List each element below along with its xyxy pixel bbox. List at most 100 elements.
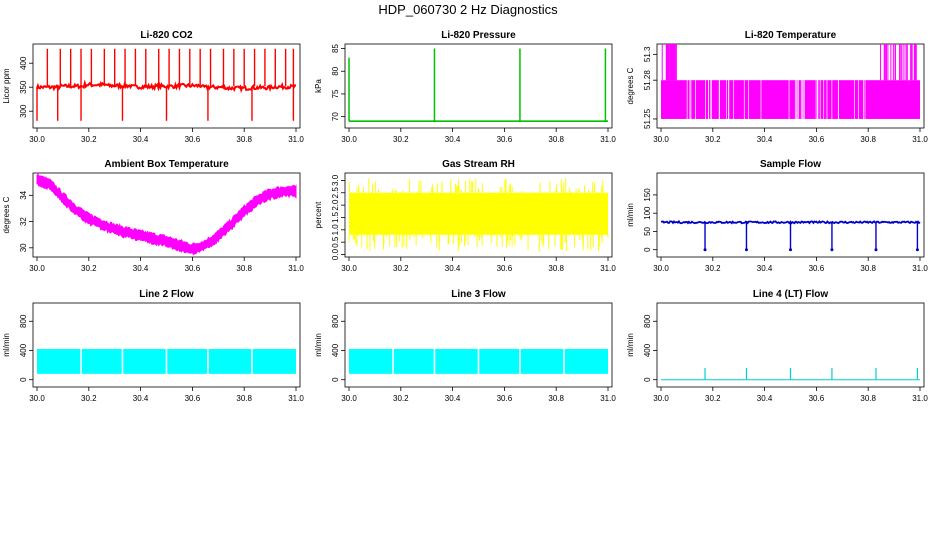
x-tick-label: 30.4 [133,264,149,273]
x-tick-label: 30.8 [548,264,564,273]
x-tick-label: 30.0 [341,264,357,273]
ambient-temp-band [36,172,297,256]
x-tick-label: 30.8 [236,135,252,144]
chart-panel: Line 2 Flow 30.0 30.2 30.4 30.6 30.8 31.0 0 400 8… [2,289,304,403]
y-tick-label: 85 [331,44,340,53]
y-axis-label: kPa [314,79,323,93]
plot-frame [32,302,301,388]
chart-panel: Sample Flow 30.0 30.2 30.4 30.6 30.8 31.0 0 50 10… [626,159,928,273]
x-tick-label: 31.0 [288,264,304,273]
x-tick-label: 30.0 [29,135,45,144]
rh-band [349,192,608,235]
x-tick-label: 30.2 [393,394,409,403]
x-tick-label: 30.0 [653,394,669,403]
y-tick-label: 0 [19,377,28,382]
y-tick-label: 30 [19,243,28,252]
chart-panel: Line 4 (LT) Flow 30.0 30.2 30.4 30.6 30.8 31.0… [626,289,928,403]
x-tick-label: 30.8 [860,135,876,144]
plot-frame [32,172,301,258]
y-tick-label: 400 [19,343,28,357]
page-title: HDP_060730 2 Hz Diagnostics [378,2,558,17]
x-tick-label: 30.8 [860,394,876,403]
y-tick-label: 0 [643,377,652,382]
plot-frame [656,302,925,388]
y-tick-label: 100 [643,206,652,220]
y-tick-label: 34 [19,190,28,199]
y-axis-label: ml/min [2,333,11,357]
y-tick-label: 51.25 [643,108,652,129]
sample-flow-dip-point [830,248,834,252]
x-tick-label: 30.6 [497,135,513,144]
sample-flow-line [660,219,921,225]
x-tick-label: 30.6 [809,394,825,403]
y-tick-label: 2.0 [331,199,340,211]
y-tick-label: 1.0 [331,224,340,236]
y-tick-label: 400 [19,56,28,70]
x-tick-label: 30.0 [341,135,357,144]
chart-panel: Line 3 Flow 30.0 30.2 30.4 30.6 30.8 31.0 0 400 8… [314,289,616,403]
x-tick-label: 30.8 [236,264,252,273]
plot-frame [344,302,613,388]
y-tick-label: 51.3 [643,46,652,62]
x-tick-label: 30.6 [185,264,201,273]
plot-frame [32,43,301,129]
x-tick-label: 31.0 [912,135,928,144]
y-tick-label: 0.5 [331,236,340,248]
chart-panel: Li-820 Temperature 30.0 30.2 30.4 30.6 30.8 31… [626,30,928,144]
y-tick-label: 32 [19,217,28,226]
x-tick-label: 30.6 [497,264,513,273]
y-tick-label: 1.5 [331,211,340,223]
sample-flow-dip-point [703,248,707,252]
chart-title: Line 4 (LT) Flow [753,289,829,300]
x-tick-label: 30.4 [445,135,461,144]
chart-title: Li-820 Pressure [441,30,516,41]
x-tick-label: 30.2 [81,394,97,403]
x-tick-label: 31.0 [288,394,304,403]
y-tick-label: 400 [643,343,652,357]
x-tick-label: 30.4 [445,394,461,403]
sample-flow-dip-point [744,248,748,252]
y-tick-label: 0.0 [331,248,340,260]
x-tick-label: 31.0 [912,264,928,273]
y-tick-label: 0 [331,377,340,382]
plot-frame [656,172,925,258]
plot-frame [344,43,613,129]
y-tick-label: 80 [331,66,340,75]
x-tick-label: 30.2 [393,264,409,273]
chart-title: Line 3 Flow [451,289,506,300]
x-tick-label: 31.0 [912,394,928,403]
x-tick-label: 30.6 [185,135,201,144]
sample-flow-dip-point [789,248,792,252]
y-tick-label: 3.0 [331,174,340,186]
chart-panel: Gas Stream RH 30.0 30.2 30.4 30.6 30.8 31.0 0.0… [314,159,616,273]
y-tick-label: 400 [331,343,340,357]
x-tick-label: 30.0 [653,135,669,144]
x-tick-label: 30.0 [653,264,669,273]
chart-title: Li-820 CO2 [140,30,193,41]
x-tick-label: 30.0 [29,264,45,273]
y-tick-label: 800 [19,314,28,328]
x-tick-label: 30.8 [236,394,252,403]
y-tick-label: 350 [19,80,28,94]
y-tick-label: 2.5 [331,187,340,199]
x-tick-label: 30.2 [393,135,409,144]
x-tick-label: 31.0 [600,135,616,144]
y-tick-label: 51.28 [643,70,652,91]
chart-panel: Li-820 CO2 30.0 30.2 30.4 30.6 30.8 31.0 300 350… [2,30,304,144]
y-tick-label: 150 [643,188,652,202]
chart-title: Gas Stream RH [442,159,515,170]
x-tick-label: 30.6 [809,264,825,273]
temp-band [661,80,920,119]
x-tick-label: 30.8 [548,135,564,144]
x-tick-label: 30.2 [705,394,721,403]
y-tick-label: 0 [643,247,652,252]
y-axis-label: ml/min [626,333,635,357]
y-tick-label: 300 [19,104,28,118]
sample-flow-dip-point [915,248,919,252]
x-tick-label: 30.8 [548,394,564,403]
x-tick-label: 30.6 [809,135,825,144]
x-tick-label: 30.2 [705,264,721,273]
x-tick-label: 30.6 [497,394,513,403]
chart-title: Ambient Box Temperature [104,159,229,170]
